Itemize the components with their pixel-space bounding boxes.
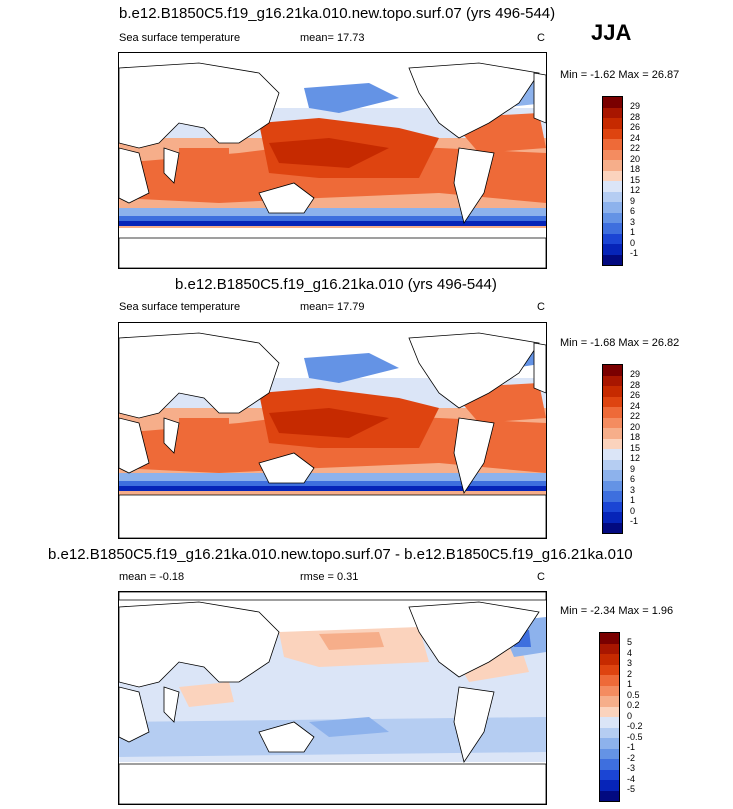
cbar-label: 26 [630, 390, 641, 400]
panel2-title: b.e12.B1850C5.f19_g16.21ka.010 (yrs 496-… [175, 276, 497, 293]
panel3-units: C [537, 571, 545, 583]
cbar-label: -1 [630, 516, 639, 526]
cbar-label: 4 [627, 647, 633, 658]
cbar-label: 12 [630, 453, 641, 463]
sst-field [119, 348, 546, 498]
cbar-label: 18 [630, 164, 641, 174]
cbar-label: 18 [630, 432, 641, 442]
panel1-variable-label: Sea surface temperature [119, 32, 241, 44]
cbar-label: 0 [627, 710, 633, 721]
cbar-label: 0 [630, 505, 636, 516]
cbar-label: -0.5 [627, 731, 643, 742]
coastlines [119, 332, 546, 538]
season-label: JJA [591, 20, 632, 45]
cbar-label: 9 [630, 195, 636, 206]
cbar-label: 1 [630, 495, 636, 505]
cbar-label: -5 [627, 784, 636, 794]
cbar-label: 2 [627, 668, 633, 679]
panel1-title: b.e12.B1850C5.f19_g16.21ka.010.new.topo.… [119, 5, 556, 22]
panel3-rmse: rmse = 0.31 [300, 571, 359, 583]
panel3-title: b.e12.B1850C5.f19_g16.21ka.010.new.topo.… [48, 546, 633, 563]
panel2-minmax: Min = -1.68 Max = 26.82 [560, 337, 680, 349]
cbar-label: 29 [630, 101, 641, 111]
cbar-label: 5 [627, 637, 633, 647]
panel2-colorbar [602, 364, 623, 534]
panel1-mean: mean= 17.73 [300, 32, 365, 44]
panel2-map [118, 322, 547, 539]
cbar-label: 20 [630, 421, 641, 432]
cbar-label: 12 [630, 185, 641, 195]
panel1-units: C [537, 32, 545, 44]
cbar-label: 1 [630, 227, 636, 237]
coastlines [119, 62, 546, 268]
cbar-label: 28 [630, 111, 641, 122]
cbar-label: 24 [630, 400, 641, 411]
cbar-label: 28 [630, 379, 641, 390]
cbar-label: 15 [630, 442, 641, 453]
cbar-label: 24 [630, 132, 641, 143]
cbar-label: 3 [627, 658, 633, 668]
cbar-label: -1 [630, 248, 639, 258]
cbar-label: 1 [627, 679, 633, 689]
panel1-colorbar [602, 96, 623, 266]
cbar-label: -0.2 [627, 721, 643, 731]
cbar-label: 3 [630, 216, 636, 227]
cbar-label: 6 [630, 206, 636, 216]
panel2-mean: mean= 17.79 [300, 301, 365, 313]
panel1-map-svg [119, 62, 546, 268]
cbar-label: 15 [630, 174, 641, 185]
cbar-label: 6 [630, 474, 636, 484]
cbar-label: 20 [630, 153, 641, 164]
cbar-label: -2 [627, 752, 636, 763]
cbar-label: 9 [630, 463, 636, 474]
panel3-colorbar [599, 632, 620, 802]
cbar-label: 22 [630, 143, 641, 153]
cbar-label: 3 [630, 484, 636, 495]
panel3-map [118, 591, 547, 805]
cbar-label: 22 [630, 411, 641, 421]
panel2-units: C [537, 301, 545, 313]
cbar-label: 29 [630, 369, 641, 379]
cbar-label: 0.5 [627, 689, 640, 700]
cbar-label: 26 [630, 122, 641, 132]
coastlines [119, 592, 546, 804]
panel2-map-svg [119, 332, 546, 538]
panel3-minmax: Min = -2.34 Max = 1.96 [560, 605, 674, 617]
cbar-label: -1 [627, 742, 636, 752]
cbar-label: -4 [627, 773, 636, 784]
cbar-label: 0.2 [627, 700, 640, 710]
panel3-mean: mean = -0.18 [119, 571, 185, 583]
panel2-variable-label: Sea surface temperature [119, 301, 241, 313]
panel3-map-svg [119, 592, 546, 804]
panel1-map [118, 52, 547, 269]
cbar-label: 0 [630, 237, 636, 248]
panel1-minmax: Min = -1.62 Max = 26.87 [560, 69, 680, 81]
cbar-label: -3 [627, 763, 636, 773]
